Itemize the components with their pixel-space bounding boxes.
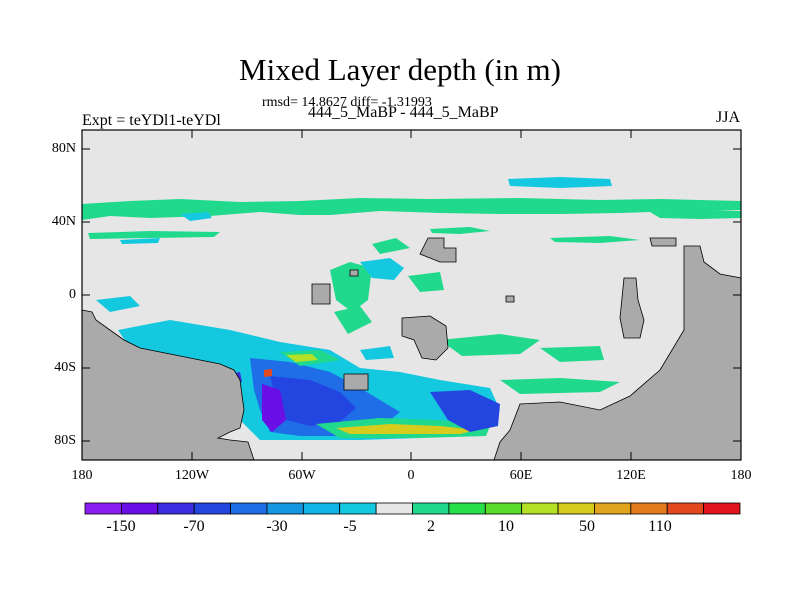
colorbar-swatch <box>120 502 159 515</box>
colorbar-swatch <box>594 502 632 515</box>
colorbar-swatch <box>230 502 268 515</box>
anomaly-patch-indian <box>500 378 620 394</box>
colorbar-swatch <box>666 502 705 515</box>
land-africa-notch <box>401 315 449 361</box>
anomaly-patch-tropics-3 <box>408 272 444 292</box>
map-title: Mixed Layer depth (in m) <box>239 52 561 87</box>
anomaly-strip-south-yellow <box>336 424 476 434</box>
anomaly-streak-4 <box>550 236 640 243</box>
experiment-label: Expt = teYDl1-teYDl <box>82 112 221 129</box>
y-label-40n: 40N <box>51 214 76 229</box>
x-label-120w: 120W <box>174 468 210 483</box>
colorbar-swatch <box>630 502 668 515</box>
anomaly-patch-red-spot <box>264 369 272 377</box>
anomaly-streak-1 <box>88 231 220 239</box>
y-label-80s: 80S <box>54 433 76 448</box>
colorbar-label-8: 110 <box>648 518 672 535</box>
y-label-40s: 40S <box>54 360 76 375</box>
anomaly-patch-tropics-6 <box>96 296 140 312</box>
anomaly-patch-tropics-4 <box>334 306 372 334</box>
x-label-120e: 120E <box>616 468 646 483</box>
colorbar-label-3: -30 <box>266 518 288 535</box>
x-label-180e: 180 <box>730 468 752 483</box>
colorbar-swatch <box>302 502 341 515</box>
colorbar-label-2: -70 <box>183 518 205 535</box>
anomaly-patch-northpac <box>508 177 612 188</box>
land-island-7 <box>349 269 359 277</box>
colorbar-label-7: 50 <box>579 518 595 535</box>
season-label: JJA <box>716 109 741 126</box>
colorbar-swatch <box>339 502 377 515</box>
anomaly-region-south-darkblue <box>270 376 356 426</box>
y-ticks <box>82 148 741 442</box>
colorbar-swatch <box>193 502 231 515</box>
land-island-4 <box>649 237 677 247</box>
land-island-3 <box>619 277 645 339</box>
colorbar <box>84 502 741 515</box>
colorbar-swatch <box>703 502 741 515</box>
x-label-60e: 60E <box>509 468 533 483</box>
colorbar-swatch <box>157 502 195 515</box>
x-label-60w: 60W <box>288 468 316 483</box>
anomaly-band-north <box>82 198 741 220</box>
land-island-1 <box>311 283 331 305</box>
subtitle: 444_5_MaBP - 444_5_MaBP <box>308 104 499 121</box>
anomaly-streak-3 <box>430 227 490 234</box>
colorbar-label-6: 10 <box>498 518 514 535</box>
anomaly-streak-2 <box>120 238 160 244</box>
colorbar-swatch <box>84 502 122 515</box>
colorbar-label-4: -5 <box>343 518 357 535</box>
stats-text: rmsd= 14.8627 diff= -1.31993 <box>262 95 432 110</box>
colorbar-label-1: -150 <box>106 518 136 535</box>
colorbar-swatch <box>448 502 486 515</box>
anomaly-region-south-purple <box>262 384 286 432</box>
y-label-0: 0 <box>69 287 76 302</box>
anomaly-patch-tropics-9 <box>360 346 394 360</box>
anomaly-band-north-east <box>650 210 741 219</box>
land-island-6 <box>505 295 515 303</box>
anomaly-patch-tropics-8 <box>540 346 604 362</box>
anomaly-patch-atl-yellow <box>286 354 318 362</box>
colorbar-swatch <box>375 502 413 515</box>
colorbar-swatch <box>266 502 304 515</box>
colorbar-swatch <box>557 502 595 515</box>
x-label-0: 0 <box>407 468 415 483</box>
land-island-5 <box>343 373 369 391</box>
y-label-80n: 80N <box>51 141 76 156</box>
colorbar-swatch <box>521 502 559 515</box>
colorbar-swatch <box>412 502 450 515</box>
anomaly-patch-lab <box>180 212 212 221</box>
anomaly-patch-tropics-1 <box>330 262 372 312</box>
land-island-2 <box>419 237 457 263</box>
colorbar-label-5: 2 <box>427 518 435 535</box>
anomaly-region-se-blue <box>430 390 500 432</box>
land-south-america <box>81 309 255 461</box>
colorbar-swatch <box>484 502 523 515</box>
land-antarctic-east <box>493 245 742 461</box>
anomaly-patch-tropics-2 <box>360 258 404 280</box>
x-label-180w: 180 <box>71 468 93 483</box>
anomaly-patch-tropics-7 <box>440 334 540 356</box>
anomaly-patch-tropics-5 <box>372 238 410 254</box>
x-ticks <box>191 130 632 460</box>
